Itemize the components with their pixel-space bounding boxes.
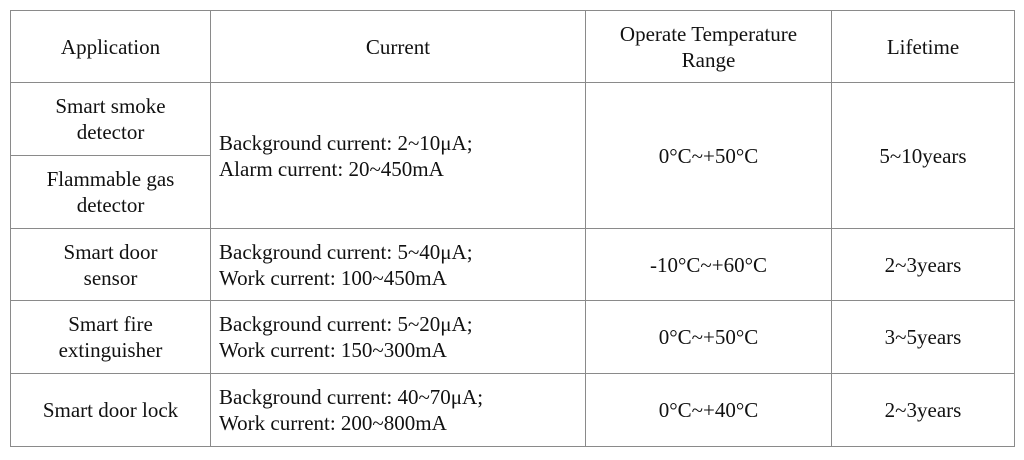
current-cell: Background current: 5~20μA; Work current… [210,300,586,374]
application-line: detector [76,120,145,144]
application-cell: Smart door lock [10,373,211,447]
current-line: Background current: 2~10μA; [219,130,473,155]
application-line: detector [76,193,145,217]
application-line: Smart door [63,239,158,264]
current-line: Background current: 40~70μA; [219,385,484,409]
current-line: Work current: 150~300mA [219,338,447,362]
current-line: Alarm current: 20~450mA [219,156,444,181]
header-application: Application [10,10,211,83]
temperature-cell: 0°C~+50°C [585,82,832,229]
current-line: Background current: 5~40μA; [219,239,473,264]
current-line: Background current: 5~20μA; [219,312,473,336]
header-lifetime: Lifetime [831,10,1015,83]
application-line: Smart fire [68,312,153,336]
header-row: Application Current Operate Temperature … [10,10,1015,83]
header-temperature: Operate Temperature Range [585,10,832,83]
current-cell: Background current: 40~70μA; Work curren… [210,373,586,447]
lifetime-cell: 3~5years [831,300,1015,374]
application-line: Flammable gas [46,167,175,191]
specification-table: Application Current Operate Temperature … [10,10,1015,447]
header-temperature-line1: Operate Temperature [619,21,798,46]
lifetime-cell: 5~10years [831,82,1015,229]
header-temperature-line2: Range [681,47,736,72]
current-line: Work current: 100~450mA [219,265,447,290]
lifetime-cell: 2~3years [831,373,1015,447]
table-row: Smart smoke detector Background current:… [10,82,1015,229]
header-current: Current [210,10,586,83]
application-cell: Smart fire extinguisher [10,300,211,374]
application-line: Smart door lock [42,398,179,422]
temperature-cell: 0°C~+40°C [585,373,832,447]
application-line: extinguisher [58,338,163,362]
application-line: Smart smoke [55,94,166,118]
table-row: Smart door sensor Background current: 5~… [10,228,1015,301]
application-cell: Smart door sensor [10,228,211,301]
application-cell: Smart smoke detector [10,82,211,156]
temperature-cell: -10°C~+60°C [585,228,832,301]
application-cell: Flammable gas detector [10,155,211,229]
current-line: Work current: 200~800mA [219,411,447,435]
current-cell: Background current: 5~40μA; Work current… [210,228,586,301]
table-row: Smart fire extinguisher Background curre… [10,300,1015,374]
application-line: sensor [83,265,138,290]
current-cell: Background current: 2~10μA; Alarm curren… [210,82,586,229]
table-row: Smart door lock Background current: 40~7… [10,373,1015,447]
temperature-cell: 0°C~+50°C [585,300,832,374]
lifetime-cell: 2~3years [831,228,1015,301]
table-row: Flammable gas detector [10,155,1015,229]
